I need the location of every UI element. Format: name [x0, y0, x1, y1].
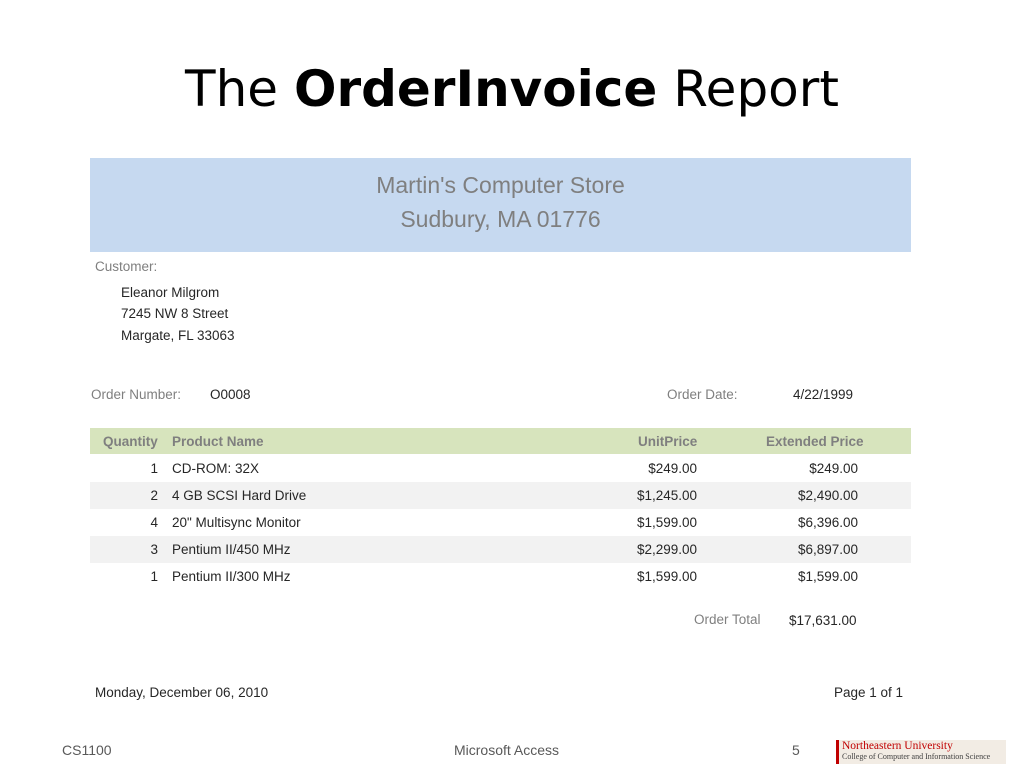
- customer-name: Eleanor Milgrom: [121, 285, 220, 300]
- col-quantity: Quantity: [103, 434, 158, 449]
- col-extended-price: Extended Price: [766, 434, 864, 449]
- logo-line2: College of Computer and Information Scie…: [842, 752, 991, 761]
- order-total-label: Order Total: [694, 612, 761, 627]
- row-extended-price: $1,599.00: [797, 569, 858, 584]
- table-row: 1 Pentium II/300 MHz $1,599.00 $1,599.00: [90, 563, 911, 590]
- slide-title: The OrderInvoice Report: [0, 62, 1024, 117]
- store-name: Martin's Computer Store: [376, 172, 625, 198]
- table-header: Quantity Product Name UnitPrice Extended…: [90, 428, 911, 454]
- invoice-report: Martin's Computer Store Sudbury, MA 0177…: [90, 158, 911, 710]
- row-quantity: 2: [150, 488, 158, 503]
- row-unit-price: $1,599.00: [636, 515, 697, 530]
- col-unit-price: UnitPrice: [638, 434, 698, 449]
- customer-street: 7245 NW 8 Street: [121, 306, 229, 321]
- customer-label: Customer:: [95, 259, 158, 274]
- order-number-label: Order Number:: [91, 387, 182, 402]
- title-suffix: Report: [657, 60, 839, 118]
- university-logo: Northeastern University College of Compu…: [836, 740, 1006, 764]
- row-product-name: 4 GB SCSI Hard Drive: [172, 488, 307, 503]
- print-date: Monday, December 06, 2010: [95, 685, 269, 700]
- row-unit-price: $249.00: [648, 461, 697, 476]
- page-info: Page 1 of 1: [834, 685, 904, 700]
- store-city: Sudbury, MA 01776: [400, 206, 601, 232]
- row-extended-price: $6,396.00: [797, 515, 858, 530]
- title-prefix: The: [185, 60, 294, 118]
- order-total: $17,631.00: [789, 613, 857, 628]
- table-row: 1 CD-ROM: 32X $249.00 $249.00: [90, 455, 911, 482]
- row-extended-price: $249.00: [809, 461, 858, 476]
- table-row: 3 Pentium II/450 MHz $2,299.00 $6,897.00: [90, 536, 911, 563]
- store-header-band: Martin's Computer Store Sudbury, MA 0177…: [90, 158, 911, 252]
- row-product-name: Pentium II/450 MHz: [172, 542, 291, 557]
- row-quantity: 1: [150, 461, 158, 476]
- footer-slide-number: 5: [792, 742, 800, 758]
- title-bold: OrderInvoice: [293, 60, 658, 118]
- row-product-name: 20" Multisync Monitor: [172, 515, 301, 530]
- row-quantity: 3: [150, 542, 158, 557]
- order-number: O0008: [210, 387, 251, 402]
- row-unit-price: $1,599.00: [636, 569, 697, 584]
- row-extended-price: $2,490.00: [797, 488, 858, 503]
- footer-topic: Microsoft Access: [454, 742, 560, 758]
- table-row: 4 20" Multisync Monitor $1,599.00 $6,396.00: [90, 509, 911, 536]
- order-date-label: Order Date:: [667, 387, 738, 402]
- order-date: 4/22/1999: [793, 387, 854, 402]
- row-quantity: 1: [150, 569, 158, 584]
- logo-line1: Northeastern University: [842, 740, 953, 752]
- footer-course: CS1100: [62, 742, 112, 758]
- row-unit-price: $1,245.00: [636, 488, 697, 503]
- row-quantity: 4: [150, 515, 158, 530]
- row-product-name: CD-ROM: 32X: [172, 461, 260, 476]
- row-extended-price: $6,897.00: [797, 542, 858, 557]
- row-product-name: Pentium II/300 MHz: [172, 569, 291, 584]
- row-unit-price: $2,299.00: [636, 542, 697, 557]
- table-row: 2 4 GB SCSI Hard Drive $1,245.00 $2,490.00: [90, 482, 911, 509]
- col-product-name: Product Name: [172, 434, 264, 449]
- customer-city: Margate, FL 33063: [121, 328, 235, 343]
